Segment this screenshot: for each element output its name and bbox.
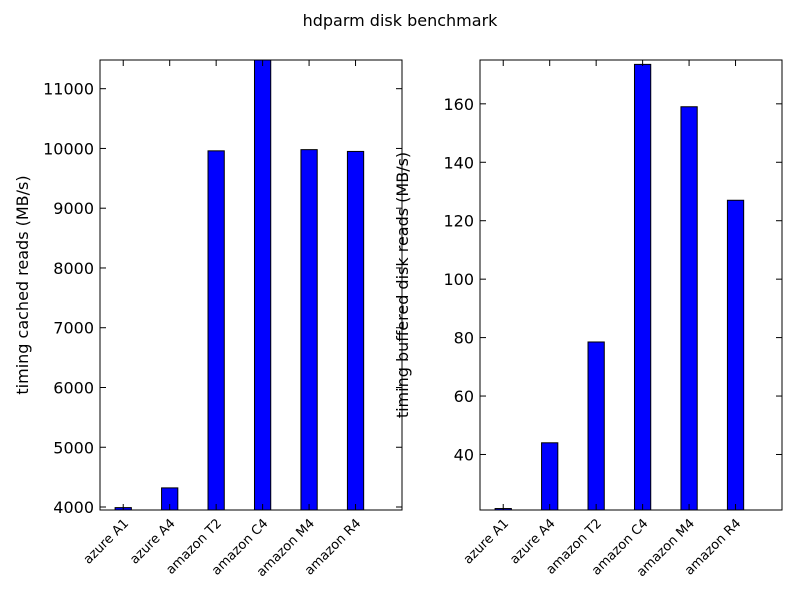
y-tick-label: 6000: [53, 378, 94, 397]
y-tick-label: 9000: [53, 199, 94, 218]
bar-amazon-c4: [633, 63, 652, 511]
chart-cached-reads: 4000 5000 6000 7000 8000 9000 10000 11000 azure …: [13, 59, 403, 580]
y-tick-label: 4000: [53, 498, 94, 517]
x-tick-label: azure A1: [461, 516, 512, 567]
y-tick-label: 10000: [43, 139, 94, 158]
plot-frame: [99, 59, 403, 511]
y-tick-label: 11000: [43, 80, 94, 99]
bar-amazon-m4: [300, 149, 318, 511]
y-tick-label: 80: [454, 329, 474, 348]
bar-amazon-t2: [587, 341, 605, 511]
bar-amazon-r4: [726, 199, 745, 511]
y-axis-label: timing cached reads (MB/s): [13, 175, 32, 394]
bar-amazon-c4: [253, 59, 272, 511]
plot-frame: [479, 59, 783, 511]
bar-amazon-t2: [207, 150, 225, 511]
bar-amazon-r4: [346, 150, 365, 511]
y-axis-label: timing buffered disk reads (MB/s): [393, 152, 412, 418]
figure-title: hdparm disk benchmark: [303, 11, 499, 30]
y-tick-label: 8000: [53, 259, 94, 278]
y-tick-label: 60: [454, 387, 474, 406]
y-tick-label: 140: [443, 153, 474, 172]
y-tick-label: 120: [443, 212, 474, 231]
y-tick-label: 160: [443, 95, 474, 114]
x-tick-label: azure A1: [81, 516, 132, 567]
y-tick-label: 5000: [53, 438, 94, 457]
y-tick-label: 40: [454, 445, 474, 464]
bar-amazon-m4: [680, 106, 698, 511]
y-tick-label: 100: [443, 270, 474, 289]
y-tick-label: 7000: [53, 319, 94, 338]
bar-azure-a4: [541, 442, 559, 511]
